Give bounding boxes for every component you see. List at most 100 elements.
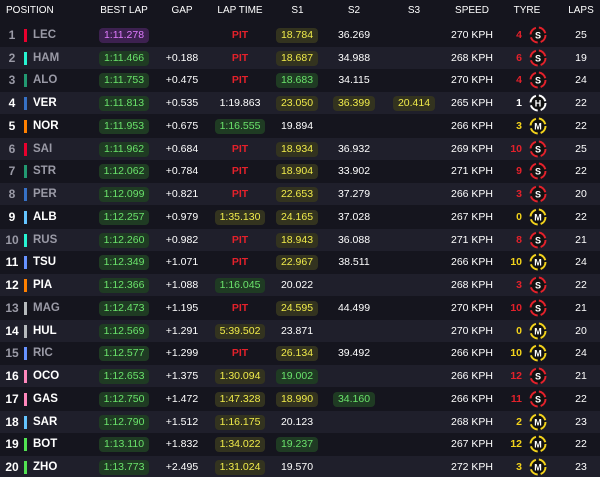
position: 2 (8, 50, 16, 65)
driver: HUL (33, 324, 57, 337)
position: 12 (5, 278, 19, 292)
tyre-ring (529, 390, 547, 408)
driver: STR (33, 165, 56, 178)
laps: 19 (575, 51, 587, 64)
tyre-age: 10 (510, 256, 522, 269)
tyre-ring (529, 26, 547, 44)
gap: +1.291 (165, 324, 199, 337)
gap: +1.088 (165, 279, 199, 291)
table-row: 6 SAI 1:11.962 +0.684 PIT 18.934 36.932 269 KPH… (0, 137, 600, 160)
tyre-age: 4 (516, 28, 522, 41)
sector-2-cell: 36.932 (328, 138, 380, 160)
tyre-compound: M (534, 349, 542, 359)
sector-2: 36.088 (337, 233, 371, 246)
gap-cell: +0.784 (160, 160, 204, 182)
best-lap: 1:12.366 (98, 278, 150, 293)
gap-cell: +1.088 (160, 274, 204, 296)
tyre-ring (529, 435, 547, 453)
tyre-age: 1 (516, 97, 522, 109)
lap-time-cell: 1:16.555 (210, 115, 270, 137)
position: 7 (8, 164, 16, 179)
best-lap-cell: 1:12.790 (93, 411, 155, 433)
table-row: 17 GAS 1:12.750 +1.472 1:47.328 18.990 34.160 2… (0, 388, 600, 410)
gap-cell: +0.982 (160, 229, 204, 251)
sector-1: 26.134 (275, 346, 319, 362)
sector-2-cell: 36.088 (328, 229, 380, 251)
gap: +0.821 (165, 188, 199, 200)
lap-time-cell: 1:16.045 (210, 274, 270, 296)
speed-cell: 268 KPH (446, 274, 498, 296)
best-lap-cell: 1:12.257 (93, 206, 155, 228)
best-lap-cell: 1:11.962 (93, 138, 155, 160)
best-lap-cell: 1:12.653 (93, 365, 155, 387)
speed-cell: 266 KPH (446, 388, 498, 410)
tyre-ring (529, 185, 547, 203)
lap-time: PIT (231, 142, 249, 155)
table-row: 9 ALB 1:12.257 +0.979 1:35.130 24.165 37.028 26… (0, 206, 600, 228)
best-lap-cell: 1:12.260 (93, 229, 155, 251)
lap-time-cell: 1:31.024 (210, 456, 270, 477)
laps: 22 (575, 97, 587, 109)
sector-1-cell: 18.904 (272, 160, 322, 182)
table-row: 18 SAR 1:12.790 +1.512 1:16.175 20.123 268 KPH… (0, 410, 600, 433)
gap: +1.299 (165, 347, 199, 360)
tyre-icon: M (529, 117, 547, 135)
laps: 24 (575, 347, 587, 360)
tyre-compound: S (535, 394, 541, 404)
driver: HAM (33, 51, 60, 64)
gap: +0.475 (165, 74, 199, 87)
speed: 268 KPH (450, 415, 494, 428)
speed-cell: 270 KPH (446, 69, 498, 91)
tyre-icon: H (529, 94, 547, 112)
best-lap: 1:12.577 (98, 346, 150, 362)
team-color (24, 188, 27, 201)
header-cell: LAP TIME (217, 5, 263, 16)
tyre-icon: S (529, 299, 547, 317)
lap-time: 1:31.024 (214, 460, 266, 475)
tyre-age: 9 (516, 165, 522, 178)
tyre-compound: M (534, 463, 542, 473)
header-cell: SPEED (455, 5, 489, 16)
lap-time: 1:30.094 (214, 369, 266, 384)
tyre-icon: S (529, 140, 547, 157)
speed: 269 KPH (450, 142, 494, 155)
sector-1-cell: 20.022 (272, 274, 322, 296)
driver: GAS (33, 392, 58, 405)
sector-2: 39.492 (337, 347, 371, 360)
speed-cell: 271 KPH (446, 160, 498, 182)
gap-cell: +1.512 (160, 411, 204, 433)
gap: +0.675 (165, 119, 199, 132)
tyre-compound: S (535, 303, 541, 313)
laps: 20 (575, 188, 587, 200)
lap-time-cell: 1:16.175 (210, 411, 270, 433)
team-color (24, 461, 27, 474)
sector-2-cell: 44.499 (328, 297, 380, 319)
gap-cell: +0.535 (160, 92, 204, 114)
lap-time-cell: PIT (210, 251, 270, 273)
tyre-age: 4 (516, 74, 522, 87)
speed: 270 KPH (450, 28, 494, 41)
lap-time-cell: 1:19.863 (210, 92, 270, 114)
lap-time-cell: PIT (210, 183, 270, 205)
table-row: 12 PIA 1:12.366 +1.088 1:16.045 20.022 268 KPH… (0, 274, 600, 296)
laps: 24 (575, 74, 587, 87)
lap-time: 5:39.502 (214, 323, 266, 339)
header-cell: S1 (291, 5, 304, 16)
lap-time: PIT (231, 165, 249, 178)
tyre-ring (529, 253, 547, 271)
sector-1-cell: 18.943 (272, 229, 322, 251)
tyre-compound: S (535, 235, 541, 245)
speed: 266 KPH (450, 119, 494, 132)
lap-time: PIT (231, 301, 249, 314)
driver: TSU (33, 256, 56, 269)
best-lap: 1:12.099 (98, 187, 150, 202)
position: 4 (8, 96, 16, 110)
laps: 22 (575, 165, 587, 178)
header-cell: TYRE (513, 5, 541, 16)
sector-1: 19.894 (280, 119, 314, 132)
driver: RUS (33, 233, 58, 246)
sector-2-cell: 36.269 (328, 24, 380, 46)
tyre-icon: S (529, 49, 547, 66)
sector-1-cell: 24.595 (272, 297, 322, 319)
tyre-age: 12 (510, 438, 522, 451)
